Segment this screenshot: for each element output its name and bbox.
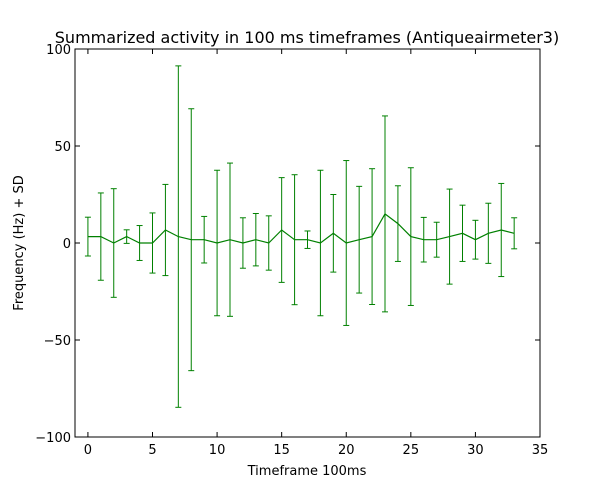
x-tick-label: 35	[532, 443, 549, 458]
x-tick-label: 10	[209, 443, 226, 458]
x-tick-label: 5	[148, 443, 156, 458]
series-layer	[84, 65, 518, 408]
y-tick-label: −100	[35, 431, 71, 446]
error-bar	[84, 216, 91, 257]
y-axis-title: Frequency (Hz) + SD	[12, 175, 27, 310]
y-tick-label: 0	[63, 237, 71, 252]
x-tick-label: 15	[273, 443, 290, 458]
y-tick-label: −50	[44, 334, 71, 349]
x-tick-label: 30	[467, 443, 484, 458]
y-tick-label: 100	[46, 43, 71, 58]
x-tick-label: 20	[338, 443, 355, 458]
x-axis-title: Timeframe 100ms	[247, 464, 367, 479]
x-tick-label: 0	[84, 443, 92, 458]
y-tick-label: 50	[54, 140, 71, 155]
ticks-layer: 0 5 10 15 20 25 30 35 −100 −50 0 50 100	[35, 43, 548, 458]
chart-title: Summarized activity in 100 ms timeframes…	[55, 28, 559, 47]
series-line	[87, 213, 515, 244]
x-tick-label: 25	[403, 443, 420, 458]
